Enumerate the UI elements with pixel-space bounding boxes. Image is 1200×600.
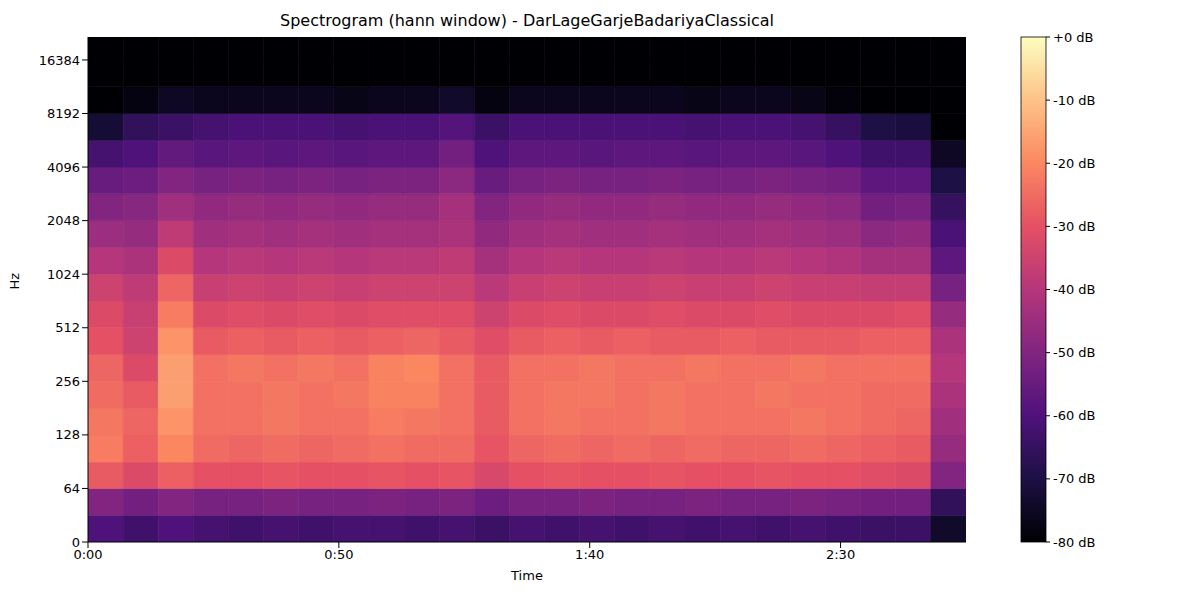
svg-text:-30 dB: -30 dB [1053,219,1096,234]
svg-text:-40 dB: -40 dB [1053,282,1096,297]
svg-text:64: 64 [63,481,80,496]
svg-text:0:50: 0:50 [324,547,353,562]
svg-text:-70 dB: -70 dB [1053,471,1096,486]
svg-text:-60 dB: -60 dB [1053,408,1096,423]
svg-text:2048: 2048 [47,213,80,228]
svg-text:-80 dB: -80 dB [1053,535,1096,550]
svg-text:-20 dB: -20 dB [1053,156,1096,171]
svg-text:-50 dB: -50 dB [1053,345,1096,360]
svg-text:0:00: 0:00 [73,547,103,563]
svg-text:16384: 16384 [39,53,80,68]
svg-text:0: 0 [72,535,80,550]
html-text:Spectrogram (hann window) - Da: Spectrogram (hann window) - DarLageGarje… [280,11,774,30]
svg-text:-10 dB: -10 dB [1053,93,1096,108]
svg-text:4096: 4096 [47,160,80,175]
svg-text:+0 dB: +0 dB [1053,30,1093,45]
svg-text:Time: Time [510,568,543,583]
svg-text:256: 256 [55,374,80,389]
svg-text:Hz: Hz [7,273,22,290]
svg-text:2:30: 2:30 [826,547,855,562]
svg-text:1024: 1024 [47,267,80,282]
svg-text:1:40: 1:40 [575,547,604,562]
svg-text:512: 512 [55,320,80,335]
svg-text:8192: 8192 [47,106,80,121]
svg-text:128: 128 [55,427,80,442]
